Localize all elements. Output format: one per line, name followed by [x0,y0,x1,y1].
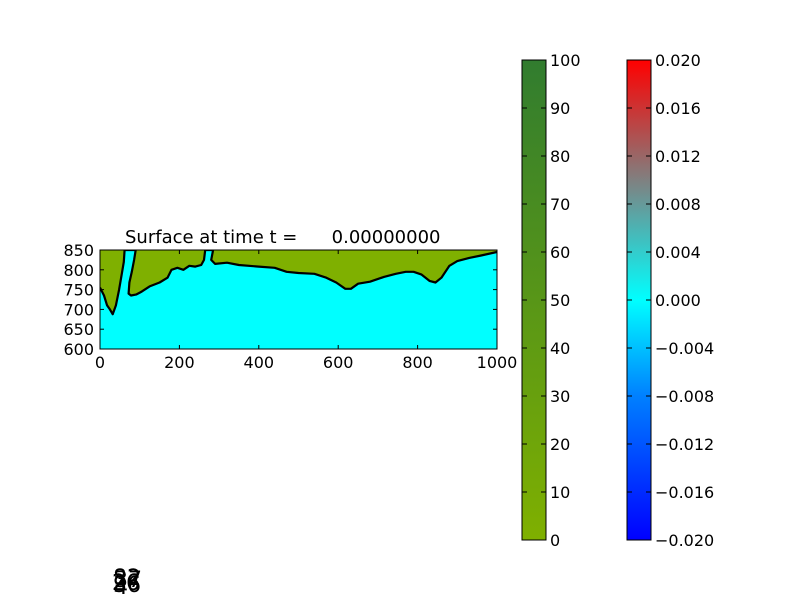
x-tick-label: 400 [244,353,275,372]
overlap-label: 36 [113,573,141,598]
colorbar-tick-label: 20 [550,435,570,454]
y-tick-label: 800 [63,261,94,280]
colorbar-tick-label: 40 [550,339,570,358]
x-tick-label: 0 [95,353,105,372]
colorbar-tick-label: 0.004 [655,243,701,262]
colorbar-tick-label: 0 [550,531,560,550]
colorbar-tick-label: −0.020 [655,531,714,550]
colorbar-tick-label: −0.012 [655,435,714,454]
y-tick-label: 700 [63,300,94,319]
colorbar-tick-label: 70 [550,195,570,214]
colorbar-tick-label: 100 [550,51,581,70]
colorbar-tick-label: 80 [550,147,570,166]
overlap-label: 26 [112,571,140,596]
topography-colorbar: 0 10 20 30 40 50 60 70 80 90 100 [521,51,581,550]
colorbar-tick-label: 30 [550,387,570,406]
surface-colorbar-ticks: −0.020 −0.016 −0.012 −0.008 −0.004 0.000 0.004… [627,51,714,550]
colorbar-tick-label: −0.016 [655,483,714,502]
plot-title: Surface at time t = 0.00000000 [125,227,440,248]
colorbar-tick-label: 60 [550,243,570,262]
topography-colorbar-ticks: 0 10 20 30 40 50 60 70 80 90 100 [522,51,581,550]
x-tick-label: 600 [323,353,354,372]
y-tick-label: 850 [63,241,94,260]
colorbar-tick-label: 0.012 [655,147,701,166]
colorbar-tick-label: 0.000 [655,291,701,310]
colorbar-tick-label: 0.020 [655,51,701,70]
shoreline-contour [100,250,497,316]
colorbar-tick-label: −0.008 [655,387,714,406]
overlap-label: 82 [113,566,141,591]
y-tick-label: 750 [63,281,94,300]
x-tick-label: 1000 [477,353,518,372]
colorbar-tick-label: 0.016 [655,99,701,118]
colorbar-tick-label: 50 [550,291,570,310]
overlap-label: 37 [114,568,142,593]
overlap-label: 4 [114,575,128,600]
plot-frame [99,249,498,350]
x-axis: 0 200 400 600 800 1000 [95,250,517,372]
x-tick-label: 800 [402,353,433,372]
main-plot: Surface at time t = 0.00000000 0 200 400 60… [63,227,517,372]
y-tick-label: 600 [63,340,94,359]
land-area [100,250,497,315]
colorbar-tick-label: 0.008 [655,195,701,214]
colorbar-tick-label: −0.004 [655,339,714,358]
colorbar-tick-label: 10 [550,483,570,502]
y-tick-label: 650 [63,320,94,339]
surface-colorbar: −0.020 −0.016 −0.012 −0.008 −0.004 0.000 0.004… [626,51,714,550]
colorbar-tick-label: 90 [550,99,570,118]
x-tick-label: 200 [164,353,195,372]
